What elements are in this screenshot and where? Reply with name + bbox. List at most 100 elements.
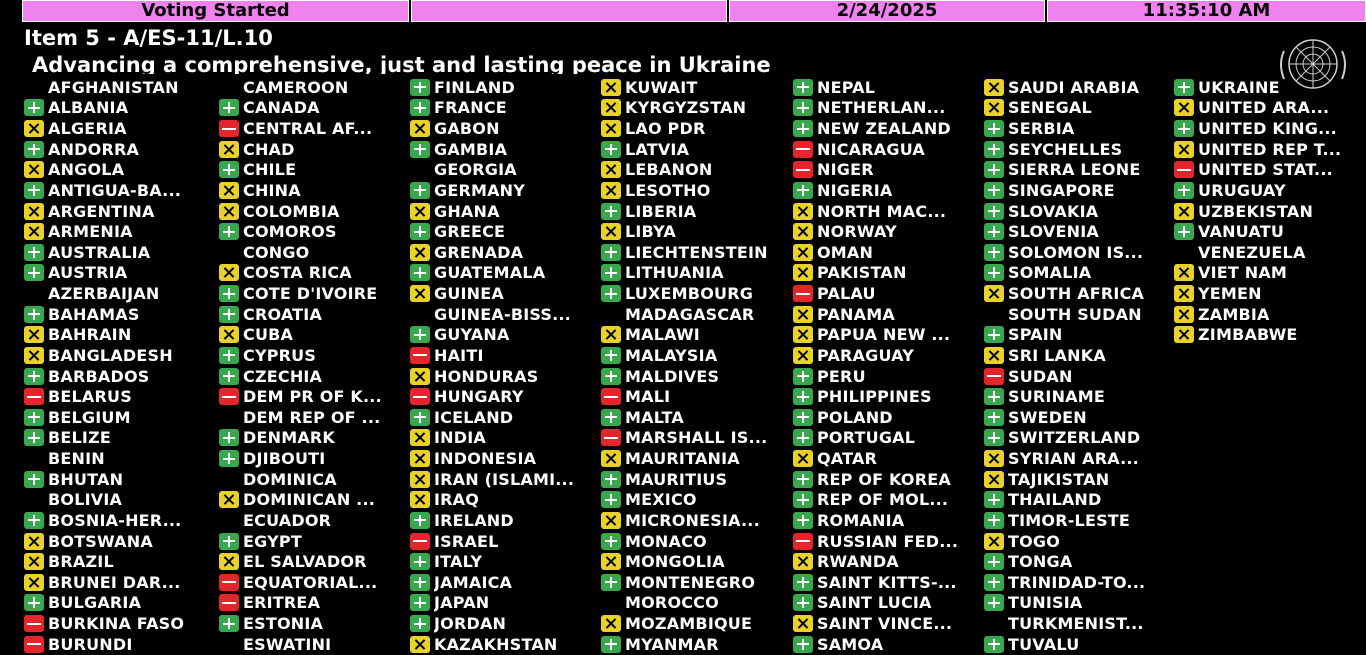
vote-none-icon: [219, 512, 239, 529]
country-name: ALGERIA: [48, 119, 127, 139]
country-name: INDIA: [434, 428, 486, 448]
country-row: SEYCHELLES: [984, 139, 1174, 160]
country-row: UNITED STAT...: [1174, 160, 1364, 181]
country-row: NETHERLAN...: [793, 98, 983, 119]
country-row: UKRAINE: [1174, 77, 1364, 98]
vote-yes-icon: [219, 367, 239, 385]
vote-column: SAUDI ARABIA SENEGAL SERBIA SEYCHELLES SIERR…: [984, 77, 1174, 655]
country-row: CANADA: [219, 98, 409, 119]
country-name: ARMENIA: [48, 222, 133, 242]
country-row: CAMEROON: [219, 77, 409, 98]
country-row: SOUTH SUDAN: [984, 304, 1174, 325]
country-name: LATVIA: [625, 139, 690, 159]
country-row: BOSNIA-HER...: [24, 510, 214, 531]
country-row: SLOVAKIA: [984, 201, 1174, 222]
vote-abstain-icon: [410, 367, 430, 385]
country-row: BENIN: [24, 448, 214, 469]
country-row: SOUTH AFRICA: [984, 283, 1174, 304]
vote-abstain-icon: [24, 202, 44, 220]
country-row: REP OF MOL...: [793, 490, 983, 511]
country-name: IRELAND: [434, 510, 514, 530]
country-name: BENIN: [48, 449, 105, 469]
vote-yes-icon: [793, 573, 813, 591]
country-name: TAJIKISTAN: [1008, 469, 1110, 489]
country-row: JAMAICA: [410, 572, 600, 593]
vote-none-icon: [219, 79, 239, 96]
country-name: SOMALIA: [1008, 263, 1092, 283]
vote-abstain-icon: [1174, 305, 1194, 323]
country-name: PORTUGAL: [817, 428, 916, 448]
country-row: MYANMAR: [601, 634, 791, 655]
country-name: CROATIA: [243, 304, 323, 324]
country-name: ICELAND: [434, 407, 514, 427]
country-name: CHINA: [243, 180, 301, 200]
vote-abstain-icon: [984, 78, 1004, 96]
country-name: SAINT LUCIA: [817, 593, 932, 613]
vote-abstain-icon: [793, 553, 813, 571]
country-name: PHILIPPINES: [817, 387, 932, 407]
vote-yes-icon: [984, 553, 1004, 571]
country-row: BOTSWANA: [24, 531, 214, 552]
country-name: MONACO: [625, 531, 707, 551]
country-name: DEM PR OF K...: [243, 387, 382, 407]
vote-yes-icon: [793, 367, 813, 385]
vote-yes-icon: [984, 429, 1004, 447]
vote-abstain-icon: [601, 223, 621, 241]
vote-yes-icon: [410, 181, 430, 199]
vote-column: FINLAND FRANCE GABON GAMBIA GEORGIA GERMANY GH…: [410, 77, 600, 655]
country-name: JAMAICA: [434, 572, 513, 592]
vote-column: UKRAINE UNITED ARA... UNITED KING... UNITED…: [1174, 77, 1364, 345]
vote-column: AFGHANISTAN ALBANIA ALGERIA ANDORRA ANGOLA AN…: [24, 77, 214, 655]
country-row: POLAND: [793, 407, 983, 428]
country-name: REP OF MOL...: [817, 490, 949, 510]
vote-yes-icon: [1174, 78, 1194, 96]
country-row: JORDAN: [410, 613, 600, 634]
country-row: BRUNEI DAR...: [24, 572, 214, 593]
country-name: SRI LANKA: [1008, 345, 1106, 365]
country-name: SUDAN: [1008, 366, 1073, 386]
country-name: SOLOMON IS...: [1008, 242, 1144, 262]
country-name: FINLAND: [434, 77, 515, 97]
country-row: SYRIAN ARA...: [984, 448, 1174, 469]
vote-yes-icon: [410, 264, 430, 282]
country-row: SAINT VINCE...: [793, 613, 983, 634]
item-title: Item 5 - A/ES-11/L.10: [24, 26, 273, 50]
country-row: INDIA: [410, 428, 600, 449]
vote-column: NEPAL NETHERLAN... NEW ZEALAND NICARAGUA NIG…: [793, 77, 983, 655]
country-row: BARBADOS: [24, 366, 214, 387]
vote-abstain-icon: [410, 470, 430, 488]
country-name: NORWAY: [817, 222, 897, 242]
country-name: SAINT VINCE...: [817, 614, 953, 634]
country-row: PALAU: [793, 283, 983, 304]
country-name: SINGAPORE: [1008, 180, 1115, 200]
country-name: ITALY: [434, 552, 483, 572]
country-row: NEPAL: [793, 77, 983, 98]
country-name: PALAU: [817, 284, 876, 304]
country-name: SAMOA: [817, 634, 884, 654]
vote-yes-icon: [219, 223, 239, 241]
country-name: GREECE: [434, 222, 506, 242]
vote-yes-icon: [410, 326, 430, 344]
country-name: MALDIVES: [625, 366, 720, 386]
country-name: HONDURAS: [434, 366, 539, 386]
vote-yes-icon: [219, 450, 239, 468]
country-row: NEW ZEALAND: [793, 118, 983, 139]
vote-abstain-icon: [984, 470, 1004, 488]
country-name: SWEDEN: [1008, 407, 1087, 427]
country-row: ERITREA: [219, 593, 409, 614]
country-name: URUGUAY: [1198, 180, 1286, 200]
country-row: ALBANIA: [24, 98, 214, 119]
vote-abstain-icon: [793, 202, 813, 220]
country-name: MALAWI: [625, 325, 700, 345]
vote-abstain-icon: [219, 140, 239, 158]
country-name: TURKMENIST...: [1008, 614, 1144, 634]
country-row: MONACO: [601, 531, 791, 552]
country-row: UNITED REP T...: [1174, 139, 1364, 160]
vote-yes-icon: [793, 181, 813, 199]
vote-no-icon: [601, 429, 621, 447]
country-row: ISRAEL: [410, 531, 600, 552]
vote-yes-icon: [24, 181, 44, 199]
country-name: SAUDI ARABIA: [1008, 77, 1140, 97]
country-name: AUSTRALIA: [48, 242, 151, 262]
country-row: ANDORRA: [24, 139, 214, 160]
